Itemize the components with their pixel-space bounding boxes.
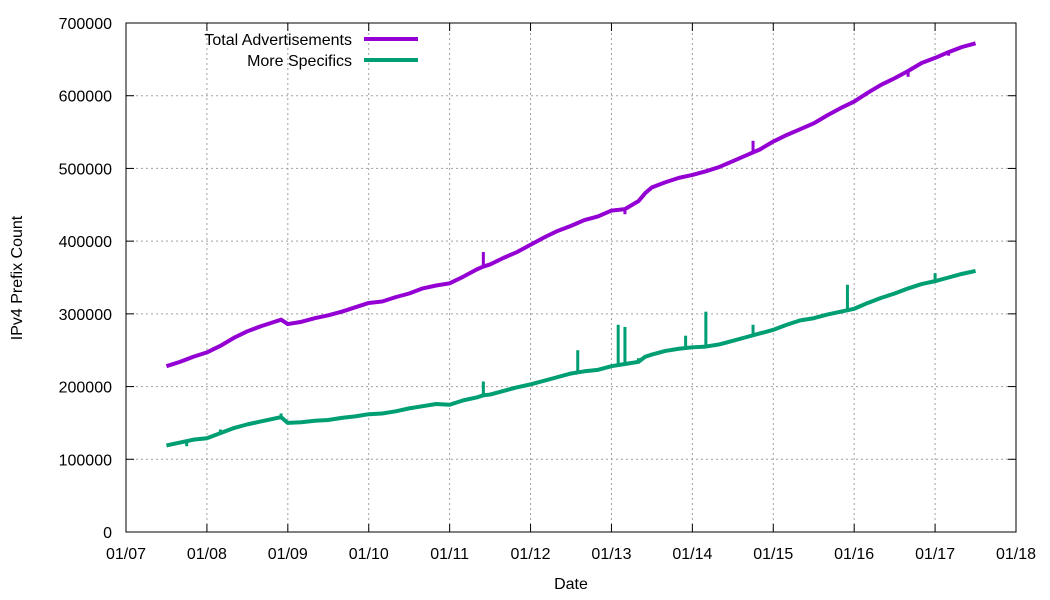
series-line-more-specifics [166, 269, 976, 448]
x-tick-label: 01/09 [268, 546, 308, 563]
y-tick-label: 500000 [59, 161, 112, 178]
x-tick-label: 01/18 [996, 546, 1036, 563]
x-tick-label: 01/16 [834, 546, 874, 563]
y-tick-label: 100000 [59, 452, 112, 469]
y-tick-label: 300000 [59, 307, 112, 324]
y-axis-ticks: 0 100000 200000 300000 400000 500000 600000 700… [59, 16, 1016, 542]
x-tick-label: 01/10 [349, 546, 389, 563]
legend-label-more-specifics: More Specifics [247, 53, 352, 70]
gridlines [126, 23, 1016, 532]
x-tick-label: 01/14 [672, 546, 712, 563]
y-tick-label: 600000 [59, 89, 112, 106]
x-tick-label: 01/11 [430, 546, 469, 563]
x-axis-ticks: 01/07 01/08 01/09 01/10 01/11 01/12 01/13 01/14… [106, 23, 1036, 563]
series-lines [165, 41, 977, 448]
x-axis-label: Date [554, 576, 588, 593]
legend-label-total: Total Advertisements [204, 32, 352, 49]
x-tick-label: 01/12 [511, 546, 551, 563]
x-tick-label: 01/17 [915, 546, 955, 563]
y-axis-label: IPv4 Prefix Count [9, 215, 26, 340]
legend: Total Advertisements More Specifics [204, 32, 418, 70]
series-line-total-advertisements [165, 41, 977, 369]
y-tick-label: 700000 [59, 16, 112, 33]
x-tick-label: 01/07 [106, 546, 146, 563]
x-tick-label: 01/13 [591, 546, 631, 563]
y-tick-label: 200000 [59, 380, 112, 397]
y-tick-label: 0 [103, 525, 112, 542]
plot-frame [125, 22, 1017, 533]
x-tick-label: 01/15 [753, 546, 793, 563]
x-tick-label: 01/08 [187, 546, 227, 563]
y-tick-label: 400000 [59, 234, 112, 251]
